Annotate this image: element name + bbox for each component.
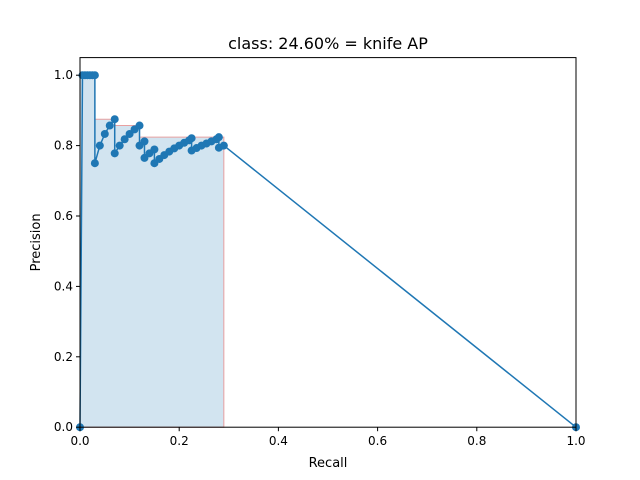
x-tick-label: 0.2 — [170, 434, 189, 448]
x-tick-label: 0.8 — [467, 434, 486, 448]
y-tick-label: 0.4 — [54, 279, 73, 293]
data-point — [136, 122, 144, 130]
x-tick-label: 0.0 — [70, 434, 89, 448]
x-tick-label: 0.6 — [368, 434, 387, 448]
data-point — [215, 133, 223, 141]
data-point — [91, 159, 99, 167]
x-axis-label: Recall — [309, 456, 348, 471]
y-tick-label: 1.0 — [54, 68, 73, 82]
data-point — [220, 142, 228, 150]
x-tick-label: 0.4 — [269, 434, 288, 448]
y-tick-label: 0.6 — [54, 209, 73, 223]
y-tick-label: 0.0 — [54, 420, 73, 434]
y-tick-label: 0.8 — [54, 139, 73, 153]
data-point — [111, 115, 119, 123]
y-tick-label: 0.2 — [54, 350, 73, 364]
data-point — [116, 142, 124, 150]
y-axis-label: Precision — [29, 213, 44, 271]
data-point — [188, 134, 196, 142]
data-point — [106, 122, 114, 130]
data-point — [91, 71, 99, 79]
data-point — [150, 145, 158, 153]
data-point — [101, 130, 109, 138]
data-point — [140, 137, 148, 145]
chart-title: class: 24.60% = knife AP — [228, 34, 428, 53]
data-point — [111, 149, 119, 157]
data-point — [96, 142, 104, 150]
x-tick-label: 1.0 — [566, 434, 585, 448]
